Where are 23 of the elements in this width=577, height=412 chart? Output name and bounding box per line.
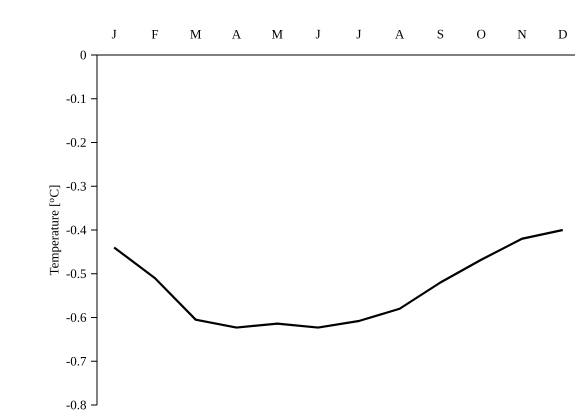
y-tick-label: -0.2 bbox=[66, 138, 86, 147]
x-tick-label: O bbox=[477, 30, 486, 38]
y-tick-label: -0.6 bbox=[66, 313, 86, 322]
x-tick-label: S bbox=[438, 30, 444, 38]
y-tick-label: -0.1 bbox=[66, 94, 86, 104]
x-tick-label: A bbox=[395, 30, 404, 38]
y-tick-label: -0.3 bbox=[66, 182, 86, 191]
y-tick-label: 0 bbox=[80, 50, 86, 60]
x-tick-label: F bbox=[152, 30, 158, 38]
x-tick-label: D bbox=[558, 30, 567, 38]
x-tick-label: A bbox=[232, 30, 242, 38]
x-tick-label: M bbox=[272, 30, 283, 38]
y-tick-label: -0.4 bbox=[66, 226, 86, 234]
y-tick-label: -0.7 bbox=[66, 356, 86, 366]
line-series bbox=[113, 228, 564, 329]
x-tick-label: J bbox=[316, 30, 320, 38]
x-tick-label: J bbox=[356, 30, 362, 38]
y-axis-title: Temperature [$^{o}$C] bbox=[49, 186, 62, 276]
x-tick-label: M bbox=[190, 30, 202, 38]
x-tick-label: N bbox=[518, 30, 526, 38]
y-tick-label: -0.8 bbox=[66, 400, 86, 410]
x-tick-label: J bbox=[112, 30, 116, 38]
y-tick-label: -0.5 bbox=[66, 269, 86, 278]
